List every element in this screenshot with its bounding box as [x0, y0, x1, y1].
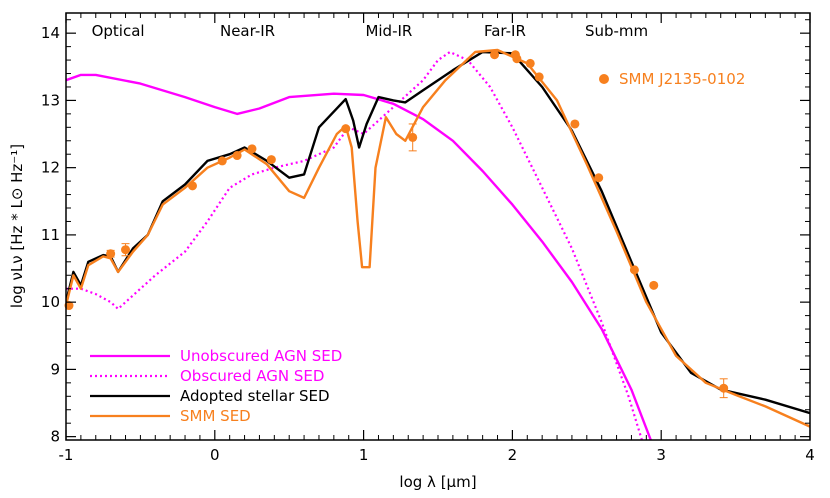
- observation-point: [232, 151, 242, 161]
- y-tick-label: 12: [41, 159, 60, 177]
- x-tick-label: 1: [359, 446, 369, 464]
- x-tick-label: 3: [656, 446, 666, 464]
- legend-label: SMM SED: [180, 407, 251, 425]
- region-label: Optical: [92, 22, 145, 40]
- observation-point: [217, 156, 227, 166]
- y-tick-label: 8: [50, 428, 60, 446]
- observation-point: [719, 383, 729, 393]
- observation-point: [247, 144, 257, 154]
- x-tick-label: -1: [59, 446, 74, 464]
- x-tick-label: 2: [508, 446, 518, 464]
- x-tick-label: 4: [805, 446, 815, 464]
- observation-points-layer: [64, 50, 729, 399]
- observation-point: [649, 280, 659, 290]
- y-tick-label: 10: [41, 293, 60, 311]
- legend: Unobscured AGN SED Obscured AGN SED Adopte…: [90, 70, 745, 425]
- region-label: Sub-mm: [585, 22, 648, 40]
- observation-point: [525, 58, 535, 68]
- series-line: [66, 48, 810, 428]
- region-label: Far-IR: [484, 22, 526, 40]
- observation-point: [512, 54, 522, 64]
- legend-label: Unobscured AGN SED: [180, 347, 342, 365]
- observation-point: [594, 173, 604, 183]
- legend-label: Adopted stellar SED: [180, 387, 330, 405]
- observation-point: [629, 265, 639, 275]
- observation-point: [121, 245, 131, 255]
- y-tick-label: 9: [50, 360, 60, 378]
- observation-point: [106, 249, 116, 259]
- observation-point: [266, 155, 276, 165]
- observation-point: [341, 124, 351, 134]
- observation-point: [187, 181, 197, 191]
- y-tick-label: 11: [41, 226, 60, 244]
- region-labels: Optical Near-IR Mid-IR Far-IR Sub-mm: [92, 22, 649, 40]
- series-line: [66, 73, 652, 440]
- y-tick-label: 13: [41, 91, 60, 109]
- point-legend-marker: [599, 74, 609, 84]
- observation-point: [490, 50, 500, 60]
- legend-label: Obscured AGN SED: [180, 367, 324, 385]
- region-label: Near-IR: [220, 22, 275, 40]
- observation-point: [534, 72, 544, 82]
- region-label: Mid-IR: [365, 22, 412, 40]
- x-tick-label: 0: [210, 446, 220, 464]
- series-line: [66, 50, 643, 440]
- observation-point: [570, 119, 580, 129]
- x-axis-title: log λ [μm]: [399, 473, 476, 491]
- observation-point: [408, 132, 418, 142]
- y-axis-title: log νLν [Hz * L⊙ Hz⁻¹]: [8, 144, 26, 308]
- point-legend-label: SMM J2135-0102: [619, 70, 745, 88]
- y-tick-label: 14: [41, 24, 60, 42]
